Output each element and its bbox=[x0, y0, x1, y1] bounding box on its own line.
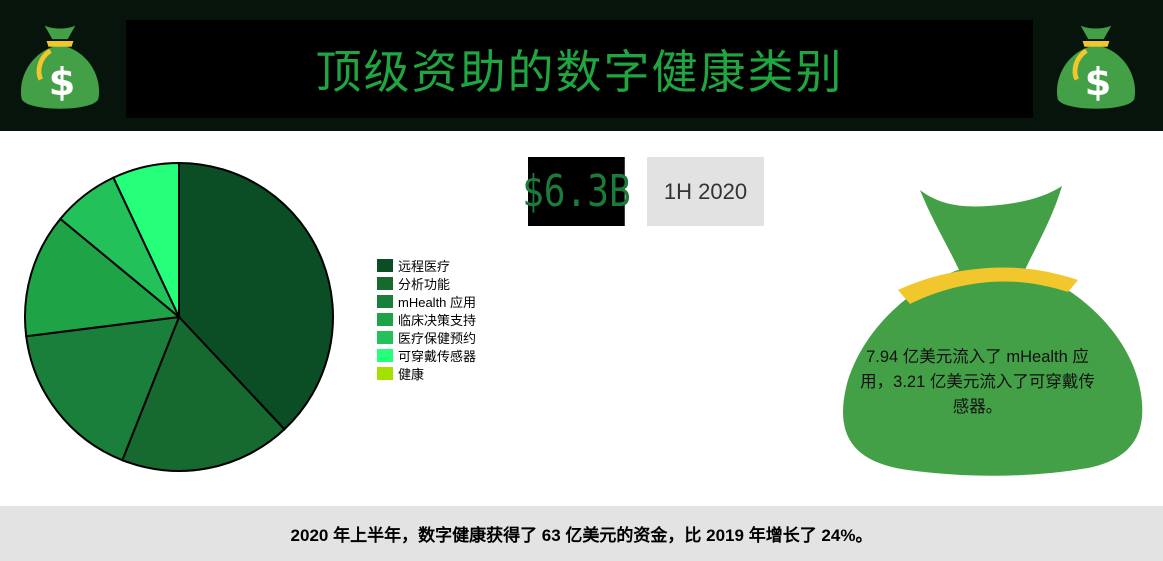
legend-swatch bbox=[377, 366, 393, 380]
legend-item: 分析功能 bbox=[377, 274, 476, 292]
funding-period: 1H 2020 bbox=[647, 157, 764, 226]
pie-slice-2 bbox=[25, 315, 181, 462]
pie-slice-1 bbox=[121, 315, 286, 472]
legend-label: 可穿戴传感器 bbox=[398, 348, 477, 364]
pie-slice-0 bbox=[178, 161, 334, 431]
page-title: 顶级资助的数字健康类别 bbox=[315, 45, 844, 99]
legend-label: 临床决策支持 bbox=[398, 312, 477, 328]
money-bag-illustration bbox=[843, 186, 1143, 476]
legend-label: 医疗保健预约 bbox=[398, 330, 477, 346]
legend-label: 远程医疗 bbox=[398, 258, 451, 274]
bag-note: 7.94 亿美元流入了 mHealth 应用，3.21 亿美元流入了可穿戴传感器… bbox=[860, 348, 1095, 416]
legend-item: 临床决策支持 bbox=[377, 310, 476, 328]
footer-bar: 2020 年上半年，数字健康获得了 63 亿美元的资金，比 2019 年增长了 … bbox=[0, 506, 1163, 561]
footer-summary: 2020 年上半年，数字健康获得了 63 亿美元的资金，比 2019 年增长了 … bbox=[290, 526, 873, 545]
pie-chart bbox=[24, 161, 334, 472]
legend-swatch bbox=[377, 330, 393, 344]
legend-item: 可穿戴传感器 bbox=[377, 346, 476, 364]
funding-stat: $6.3B 1H 2020 bbox=[522, 157, 764, 226]
legend-swatch bbox=[377, 312, 393, 326]
funding-amount: $6.3B bbox=[522, 157, 631, 226]
legend-swatch bbox=[377, 348, 393, 362]
money-bag-icon: $ bbox=[20, 25, 100, 109]
money-bag-icon: $ bbox=[1056, 25, 1136, 109]
pie-slice-3 bbox=[24, 217, 182, 338]
legend-label: mHealth 应用 bbox=[398, 294, 477, 310]
legend-item: 医疗保健预约 bbox=[377, 328, 476, 346]
legend-label: 健康 bbox=[398, 366, 425, 382]
legend-item: 健康 bbox=[377, 364, 476, 382]
legend-swatch bbox=[377, 276, 393, 290]
legend-swatch bbox=[377, 294, 393, 308]
svg-text:$: $ bbox=[1085, 60, 1112, 105]
header-bar: $ 顶级资助的数字健康类别 $ bbox=[0, 0, 1163, 131]
svg-text:$: $ bbox=[49, 60, 76, 105]
legend-label: 分析功能 bbox=[398, 276, 451, 292]
chart-legend: 远程医疗分析功能 mHealth 应用 临床决策支持 医疗保健预约 可穿戴传感器 健康 bbox=[377, 256, 476, 382]
legend-swatch bbox=[377, 258, 393, 272]
title-box: 顶级资助的数字健康类别 bbox=[126, 20, 1033, 118]
legend-item: mHealth 应用 bbox=[377, 292, 476, 310]
legend-item: 远程医疗 bbox=[377, 256, 476, 274]
pie-slice-5 bbox=[112, 161, 180, 318]
